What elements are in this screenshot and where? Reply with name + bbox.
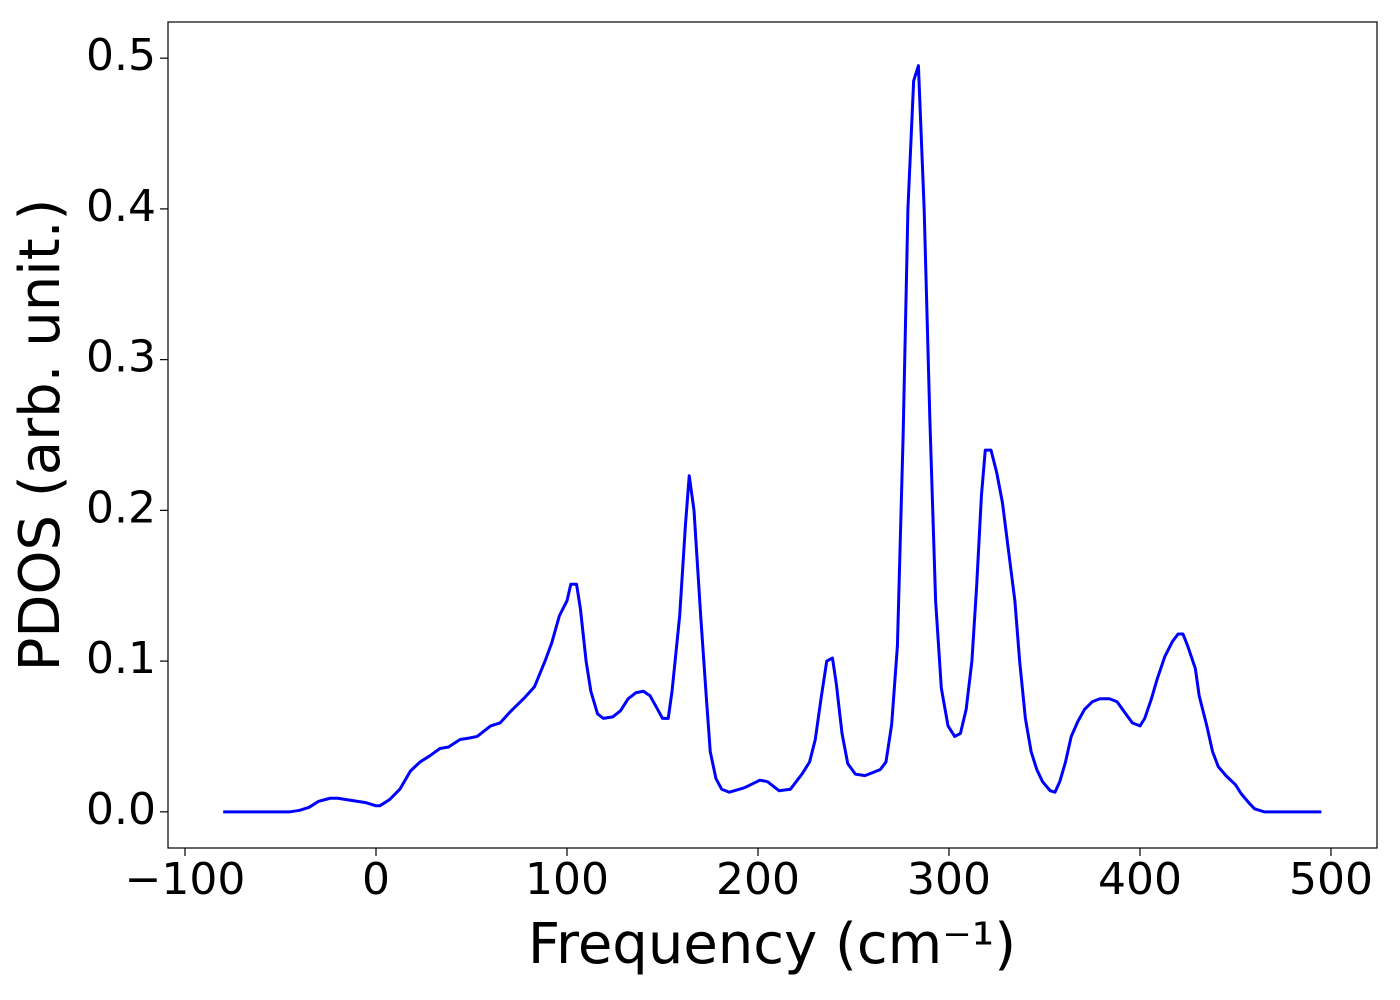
y-tick-label: 0.0 xyxy=(86,784,156,835)
x-tick-label: 200 xyxy=(716,854,800,905)
y-tick-label: 0.2 xyxy=(86,482,156,533)
x-tick-label: 100 xyxy=(525,854,609,905)
data-line xyxy=(223,64,1322,814)
y-tick-label: 0.5 xyxy=(86,30,156,81)
y-tick-label: 0.1 xyxy=(86,633,156,684)
x-tick-label: 300 xyxy=(907,854,991,905)
x-tick-label: 400 xyxy=(1098,854,1182,905)
x-axis-label: Frequency (cm⁻¹) xyxy=(528,912,1016,977)
plot-frame xyxy=(167,21,1378,849)
x-tick-label: 500 xyxy=(1289,854,1373,905)
x-tick-label: −100 xyxy=(125,854,246,905)
y-tick-label: 0.4 xyxy=(86,181,156,232)
y-axis-label: PDOS (arb. unit.) xyxy=(8,199,73,672)
y-tick-label: 0.3 xyxy=(86,332,156,383)
x-tick-label: 0 xyxy=(362,854,390,905)
